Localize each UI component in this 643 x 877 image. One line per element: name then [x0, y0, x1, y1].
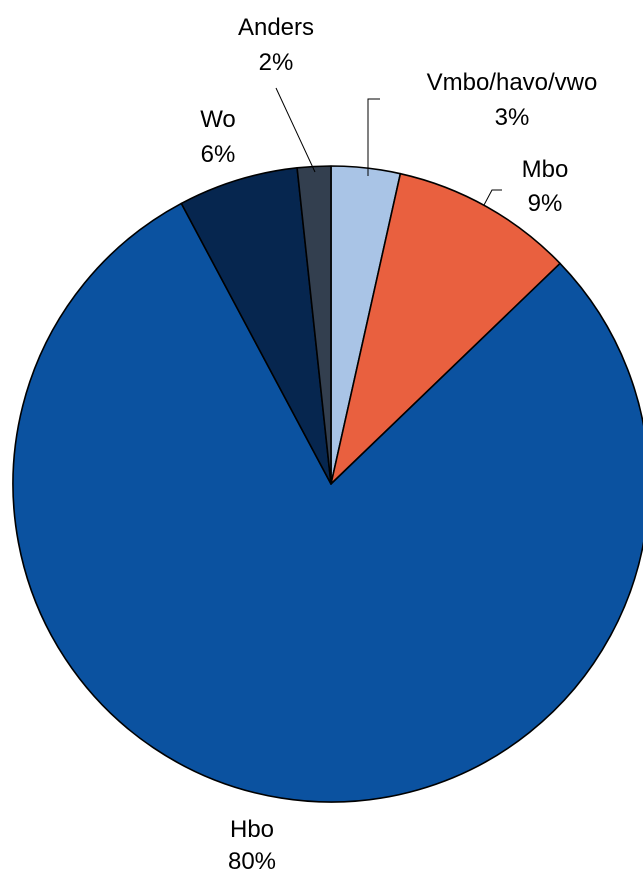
slice-label-name-mbo: Mbo	[522, 156, 569, 183]
leader-line-anders	[275, 87, 316, 173]
data-labels: Vmbo/havo/vwo 3% Mbo 9% Hbo 80% Wo 6% Anders 2%	[200, 14, 597, 875]
slice-label-percent-wo: 6%	[201, 141, 236, 168]
pie-slice-hbo	[12, 202, 643, 803]
slice-label-percent-anders: 2%	[259, 49, 294, 76]
pie-slices	[12, 165, 643, 803]
slice-label-name-vmbo-havo-vwo: Vmbo/havo/vwo	[427, 69, 598, 96]
leader-line-vmbo-havo-vwo	[367, 98, 380, 176]
slice-label-percent-vmbo-havo-vwo: 3%	[495, 104, 530, 131]
slice-label-percent-mbo: 9%	[528, 190, 563, 217]
slice-label-name-hbo: Hbo	[230, 816, 274, 843]
slice-label-name-wo: Wo	[200, 106, 236, 133]
slice-label-name-anders: Anders	[238, 14, 314, 41]
pie-slice-anders	[296, 165, 332, 485]
leader-line-mbo	[483, 189, 502, 206]
pie-slice-wo	[180, 167, 332, 485]
pie-slice-mbo	[330, 172, 561, 485]
slice-label-percent-hbo: 80%	[228, 848, 276, 875]
